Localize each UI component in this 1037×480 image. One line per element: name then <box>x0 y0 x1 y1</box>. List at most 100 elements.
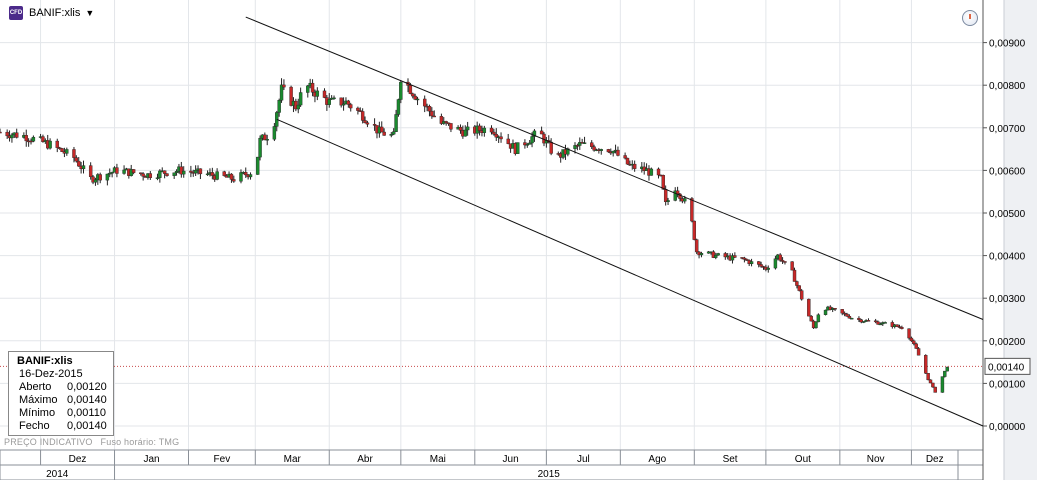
candle-body <box>41 136 45 143</box>
candle-body <box>349 104 353 109</box>
candle-body <box>88 165 93 177</box>
candle-body <box>482 127 487 133</box>
candle-body <box>492 131 496 135</box>
candle-body <box>850 317 854 320</box>
candle-body <box>131 169 136 173</box>
month-label: Ago <box>648 454 666 465</box>
candle-body <box>244 172 248 176</box>
candle-body <box>876 321 880 325</box>
month-label: Dez <box>926 454 944 465</box>
candle-body <box>57 147 62 149</box>
candle-body <box>229 173 234 180</box>
timezone-label: Fuso horário: TMG <box>100 437 180 447</box>
candle-body <box>430 110 434 117</box>
y-tick-label: 0,00700 <box>989 124 1026 135</box>
candle-body <box>845 313 849 317</box>
month-label: Abr <box>357 454 373 465</box>
candle-body <box>616 149 620 156</box>
trend-line-lower <box>276 118 984 427</box>
candle-body <box>928 379 933 384</box>
candle-body <box>415 98 420 101</box>
candle-body <box>327 99 331 105</box>
candle-body <box>833 308 837 310</box>
chevron-down-icon[interactable]: ▼ <box>85 8 95 18</box>
candle-body <box>98 174 102 181</box>
chart-header: CFD BANIF:xlis ▼ <box>0 0 94 26</box>
candle-body <box>332 97 336 100</box>
y-tick-label: 0,00100 <box>989 379 1026 390</box>
candle-body <box>315 90 320 97</box>
candle-body <box>382 131 386 136</box>
last-price-box <box>984 357 1031 375</box>
candle-body <box>258 137 262 158</box>
candle-body <box>883 322 887 324</box>
right-strip <box>1004 0 1037 480</box>
candle-body <box>105 173 110 181</box>
candle-body <box>158 170 162 178</box>
symbol-label[interactable]: BANIF:xlis <box>29 7 81 19</box>
candle-body <box>912 340 916 345</box>
candle-body <box>360 111 365 121</box>
candle-body <box>797 285 801 291</box>
candle-body <box>389 134 393 136</box>
candle-body <box>155 177 160 179</box>
candle-body <box>878 323 883 326</box>
y-tick-label: 0,00000 <box>989 422 1026 433</box>
clock-icon[interactable] <box>962 10 978 26</box>
candle-body <box>65 149 69 154</box>
candle-body <box>632 163 637 169</box>
candle-body <box>115 167 119 174</box>
candle-body <box>823 309 828 315</box>
candle-body <box>0 131 2 134</box>
candle-body <box>449 123 453 130</box>
month-label: Out <box>795 454 811 465</box>
candle-body <box>780 260 785 262</box>
candle-body <box>673 190 677 201</box>
candle-body <box>575 145 580 147</box>
candle-body <box>926 373 930 381</box>
candle-body <box>578 142 582 146</box>
candle-body <box>279 84 284 101</box>
ohlc-info-box: BANIF:xlis 16-Dez-2015 Aberto 0,00120 Má… <box>8 351 114 436</box>
y-tick-label: 0,00600 <box>989 166 1026 177</box>
info-title: BANIF:xlis <box>17 355 73 367</box>
candle-body <box>396 99 401 115</box>
candle-body <box>422 98 427 107</box>
candle-body <box>749 261 754 265</box>
candle-body <box>380 126 384 133</box>
candle-body <box>516 142 520 154</box>
candle-body <box>93 179 98 183</box>
candle-body <box>198 168 203 175</box>
candle-body <box>394 114 398 132</box>
candle-body <box>439 116 444 124</box>
cfd-icon: CFD <box>9 6 23 20</box>
candle-body <box>255 156 260 175</box>
candle-body <box>139 172 143 174</box>
candle-body <box>141 173 145 177</box>
candle-body <box>766 267 770 270</box>
candle-body <box>477 125 482 131</box>
candle-body <box>895 324 899 327</box>
info-date: 16-Dez-2015 <box>19 368 83 380</box>
candle-body <box>15 132 19 138</box>
candle-body <box>210 172 215 176</box>
candle-body <box>527 142 532 145</box>
candle-body <box>310 82 315 93</box>
y-tick-label: 0,00500 <box>989 209 1026 220</box>
candle-body <box>539 130 544 135</box>
candle-body <box>499 136 503 140</box>
year-label: 2014 <box>46 469 69 480</box>
candle-body <box>530 136 534 144</box>
candle-body <box>573 145 577 149</box>
candle-body <box>757 261 761 265</box>
trend-line-upper <box>245 16 984 320</box>
candle-body <box>108 172 112 175</box>
last-price-label: 0,00140 <box>988 362 1025 373</box>
candle-body <box>356 107 360 111</box>
y-tick-label: 0,00200 <box>989 337 1026 348</box>
candle-body <box>666 200 670 203</box>
candle-body <box>814 321 818 329</box>
candle-body <box>873 320 878 323</box>
candle-body <box>29 140 33 143</box>
